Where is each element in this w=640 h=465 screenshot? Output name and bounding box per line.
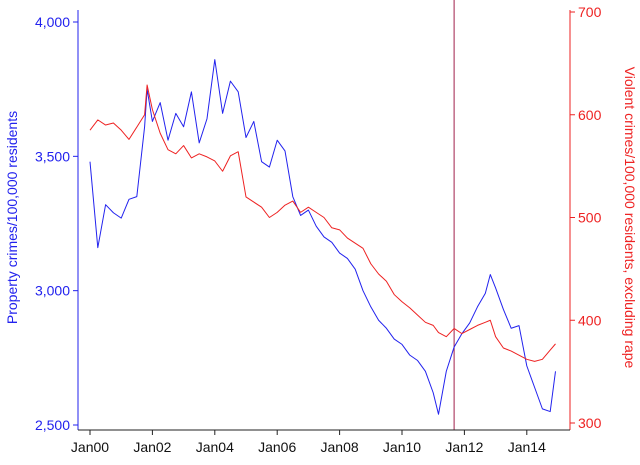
right-y-tick-label: 500 [578, 210, 602, 226]
x-tick-label: Jan02 [133, 439, 171, 455]
x-ticks: Jan00 Jan02 Jan04 Jan06 Jan08 Jan10 Jan12 Jan14 [71, 430, 546, 455]
x-tick-label: Jan04 [196, 439, 234, 455]
right-y-tick-label: 600 [578, 107, 602, 123]
left-y-tick-label: 2,500 [35, 417, 70, 433]
right-y-tick-label: 400 [578, 312, 602, 328]
right-y-tick-label: 700 [578, 4, 602, 20]
x-tick-label: Jan10 [383, 439, 421, 455]
plot-area [89, 0, 556, 430]
x-tick-label: Jan06 [258, 439, 296, 455]
right-y-tick-label: 300 [578, 415, 602, 431]
left-y-axis-label: Property crimes/100,000 residents [4, 111, 20, 324]
left-y-ticks: 2,500 3,000 3,500 4,000 [35, 14, 78, 433]
violent-crimes-series-line [89, 84, 556, 362]
x-tick-label: Jan08 [321, 439, 359, 455]
left-y-tick-label: 3,500 [35, 148, 70, 164]
right-y-axis-label: Violent crimes/100,000 residents, exclud… [622, 67, 638, 369]
left-y-tick-label: 3,000 [35, 283, 70, 299]
left-y-tick-label: 4,000 [35, 14, 70, 30]
right-y-ticks: 300 400 500 600 700 [570, 4, 602, 431]
property-crimes-series-line [89, 59, 556, 415]
x-tick-label: Jan14 [508, 439, 546, 455]
x-tick-label: Jan00 [71, 439, 109, 455]
x-tick-label: Jan12 [445, 439, 483, 455]
axes: 2,500 3,000 3,500 4,000 300 400 500 600 700 Jan… [35, 4, 602, 455]
